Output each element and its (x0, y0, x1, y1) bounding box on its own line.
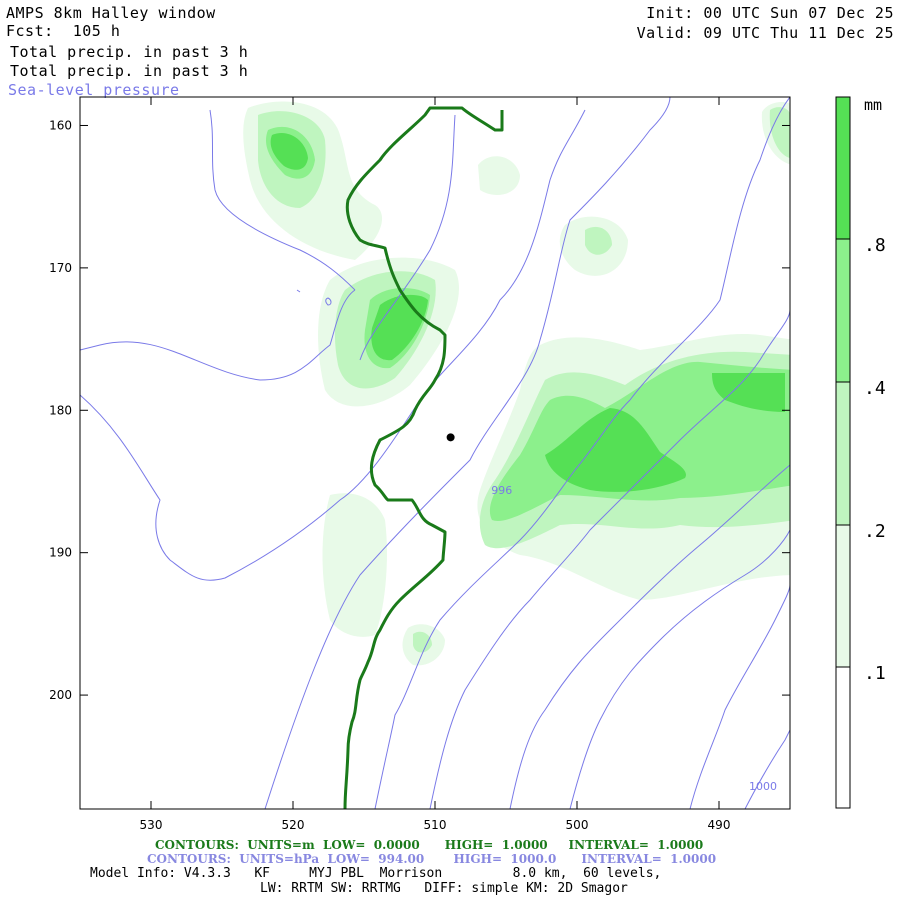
slp-contour (744, 729, 790, 809)
footer-physics-info: LW: RRTM SW: RRTMG DIFF: simple KM: 2D S… (260, 881, 628, 896)
x-tick-label: 530 (140, 818, 163, 832)
colorbar-swatch-02 (835, 381, 851, 526)
y-tick-label: 170 (49, 261, 72, 275)
slp-contour (296, 289, 301, 293)
colorbar-label: .1 (864, 663, 886, 684)
x-tick-label: 510 (424, 818, 447, 832)
slp-contour (325, 297, 332, 306)
terrain-contour-line (343, 106, 504, 809)
footer-contours-slp: CONTOURS: UNITS=hPa LOW= 994.00 HIGH= 10… (147, 852, 717, 866)
precip-fill-layer (243, 101, 790, 666)
x-tick-label: 500 (566, 818, 589, 832)
y-tick-label: 160 (49, 118, 72, 132)
x-tick-label: 490 (708, 818, 731, 832)
slp-contour (509, 464, 790, 809)
slp-contour (209, 109, 356, 291)
slp-contour-label: 996 (491, 484, 512, 497)
colorbar-swatch-00 (835, 666, 851, 809)
colorbar-swatch-04 (835, 238, 851, 383)
field-label-3: Sea-level pressure (8, 81, 180, 99)
field-label-2: Total precip. in past 3 h (10, 62, 249, 80)
station-marker (446, 433, 455, 442)
slp-contour (374, 97, 790, 809)
slp-contours (80, 97, 790, 809)
field-label-1: Total precip. in past 3 h (10, 43, 249, 61)
colorbar-swatch-08 (835, 96, 851, 240)
axis-ticks: 530 520 510 500 490 160 170 180 190 200 (49, 97, 790, 832)
colorbar: mm .8 .4 .2 .1 (835, 96, 886, 809)
colorbar-label: .2 (864, 521, 886, 542)
map-title: AMPS 8km Halley window (6, 4, 216, 22)
terrain-contour (343, 106, 504, 809)
slp-contour (429, 309, 790, 809)
slp-contour (689, 584, 790, 809)
slp-contour (359, 114, 456, 361)
chart-annotations: 996 1000 (446, 433, 777, 793)
y-tick-label: 200 (49, 688, 72, 702)
x-tick-label: 520 (282, 818, 305, 832)
y-tick-label: 180 (49, 403, 72, 417)
slp-contour (80, 109, 586, 581)
colorbar-label: .4 (864, 378, 886, 399)
colorbar-unit: mm (864, 96, 882, 114)
slp-contour (569, 529, 790, 809)
slp-contour (264, 97, 671, 809)
footer-model-info: Model Info: V4.3.3 KF MYJ PBL Morrison 8… (90, 866, 662, 881)
valid-time: Valid: 09 UTC Thu 11 Dec 25 (636, 24, 894, 42)
forecast-hour: Fcst: 105 h (6, 22, 121, 40)
precip-fill-08 (270, 132, 785, 492)
y-tick-label: 190 (49, 546, 72, 560)
slp-contour-label: 1000 (749, 780, 777, 793)
init-time: Init: 00 UTC Sun 07 Dec 25 (646, 4, 894, 22)
colorbar-swatch-01 (835, 524, 851, 668)
slp-contour (80, 289, 356, 381)
colorbar-label: .8 (864, 235, 886, 256)
footer-contours-terrain: CONTOURS: UNITS=m LOW= 0.0000 HIGH= 1.00… (155, 838, 704, 852)
